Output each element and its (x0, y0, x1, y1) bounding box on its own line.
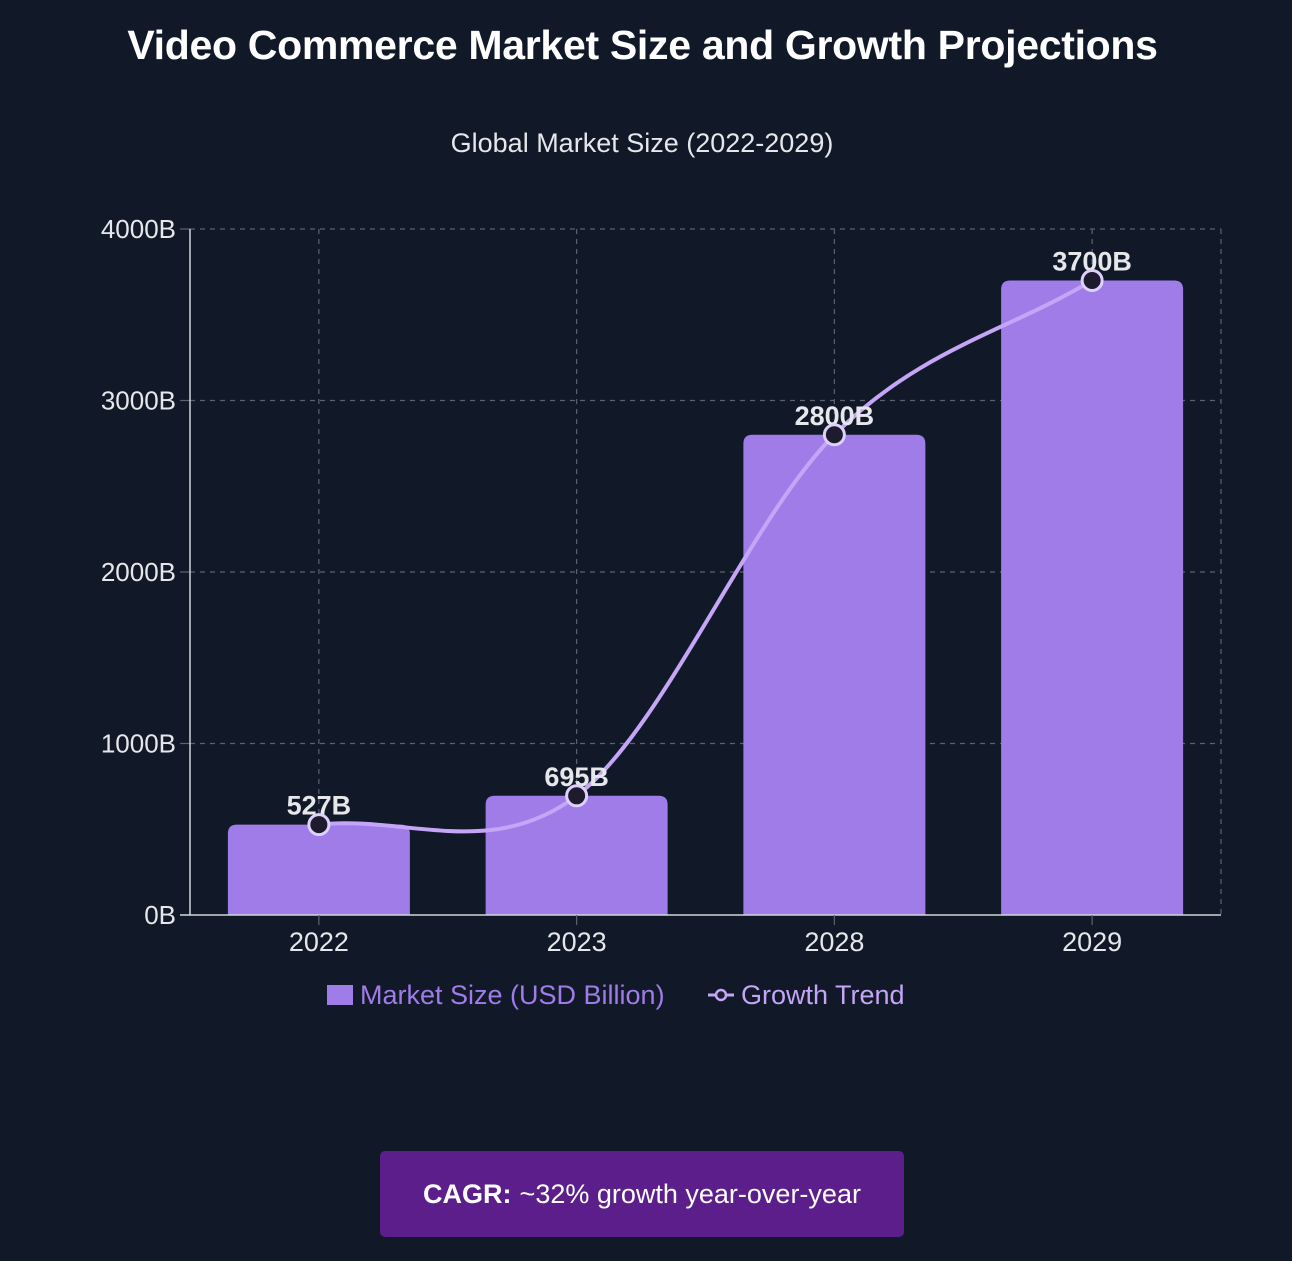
chart-subtitle: Global Market Size (2022-2029) (451, 128, 834, 158)
legend-label-bar: Market Size (USD Billion) (360, 980, 665, 1010)
growth-trend-line (318, 278, 1094, 834)
y-tick-label: 1000B (101, 729, 176, 759)
cagr-callout: CAGR: ~32% growth year-over-year (380, 1151, 904, 1237)
x-tick-label: 2022 (289, 927, 349, 957)
x-tick-label: 2028 (804, 927, 864, 957)
page-title: Video Commerce Market Size and Growth Pr… (127, 22, 1158, 68)
trend-point-2029 (1080, 268, 1104, 292)
y-tick-label: 4000B (101, 214, 176, 244)
x-tick-label: 2029 (1062, 927, 1122, 957)
legend-label-line: Growth Trend (741, 980, 905, 1010)
trend-point-2028 (822, 423, 846, 447)
trend-point-2022 (307, 813, 331, 837)
y-tick-label: 2000B (101, 557, 176, 587)
cagr-label: CAGR: (423, 1178, 512, 1209)
y-tick-label: 0B (144, 900, 176, 930)
bar-2022 (227, 824, 410, 915)
cagr-text: ~32% growth year-over-year (519, 1178, 861, 1209)
y-tick-label: 3000B (101, 386, 176, 416)
trend-point-2023 (565, 784, 589, 808)
bar-2023 (485, 795, 668, 915)
bar-2028 (743, 434, 926, 915)
legend-swatch-point (714, 988, 728, 1002)
bar-2029 (1001, 280, 1184, 915)
legend-swatch-bar (327, 985, 353, 1005)
x-tick-label: 2023 (547, 927, 607, 957)
chart: Global Market Size (2022-2029) 0B 1000B 20… (101, 128, 1222, 1010)
